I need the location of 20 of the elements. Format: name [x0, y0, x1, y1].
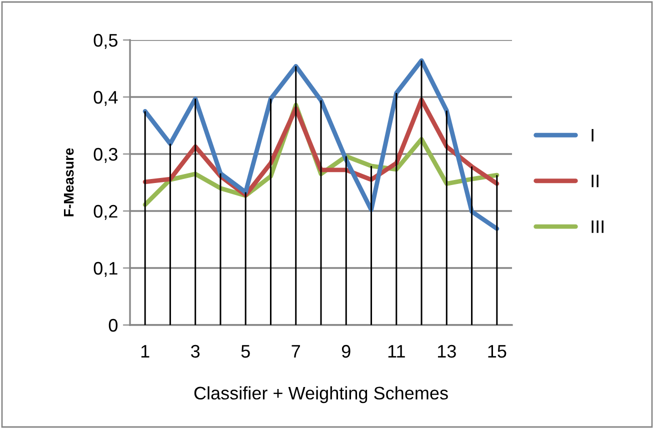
line-series — [142, 58, 500, 231]
legend-label: I — [592, 129, 594, 142]
x-tick-label: 5 — [241, 345, 250, 358]
y-tick-label: 0,4 — [94, 90, 118, 106]
x-tick-label: 1 — [141, 345, 150, 358]
legend-label: III — [592, 220, 604, 233]
y-axis-title: F-Measure — [64, 148, 74, 216]
x-tick-label: 7 — [292, 345, 300, 358]
legend-label: II — [592, 174, 598, 188]
x-tick-label: 13 — [438, 344, 456, 358]
y-tick-label: 0,2 — [94, 204, 118, 220]
y-tick-label: 0 — [108, 318, 118, 332]
y-tick-label: 0,1 — [94, 262, 118, 277]
x-axis-title: Classifier + Weighting Schemes — [194, 386, 448, 404]
x-tick-label: 9 — [342, 344, 350, 358]
y-tick-label: 0,3 — [94, 148, 118, 163]
y-tick-label: 0,5 — [94, 34, 118, 49]
x-tick-label: 15 — [488, 345, 506, 358]
x-tick-label: 3 — [191, 344, 200, 358]
x-tick-label: 11 — [388, 345, 405, 358]
